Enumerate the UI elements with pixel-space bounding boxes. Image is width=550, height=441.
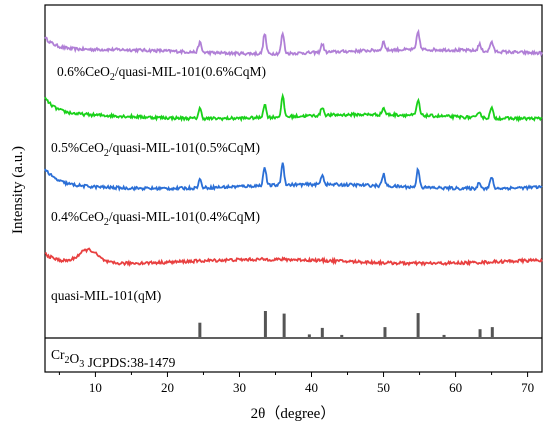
x-tick-label: 50 [377, 380, 390, 395]
x-tick-label: 40 [305, 380, 318, 395]
x-tick-label: 30 [233, 380, 246, 395]
x-axis-ticks: 10 20 30 40 50 60 70 [58, 372, 534, 395]
series-label: quasi-MIL-101(qM) [51, 288, 161, 303]
reference-sticks [198, 311, 494, 337]
series-label: 0.6%CeO2/quasi-MIL-101(0.6%CqM) [57, 64, 266, 83]
series-label: 0.4%CeO2/quasi-MIL-101(0.4%CqM) [51, 209, 260, 228]
xrd-trace [44, 28, 543, 58]
y-axis-title: Intensity (a.u.) [10, 146, 26, 234]
xrd-trace [44, 92, 543, 123]
xrd-trace [44, 247, 543, 267]
series-layer [44, 28, 543, 267]
plot-frame [44, 4, 543, 373]
x-tick-label: 10 [89, 380, 102, 395]
x-tick-label: 60 [449, 380, 462, 395]
series-labels: 0.6%CeO2/quasi-MIL-101(0.6%CqM) 0.5%CeO2/… [51, 64, 266, 303]
xrd-trace [44, 162, 543, 192]
reference-label: Cr2O3 JCPDS:38-1479 [51, 347, 176, 370]
x-tick-label: 20 [161, 380, 174, 395]
x-axis-title: 2θ（degree） [251, 405, 336, 422]
x-tick-label: 70 [521, 380, 534, 395]
series-label: 0.5%CeO2/quasi-MIL-101(0.5%CqM) [51, 140, 260, 159]
